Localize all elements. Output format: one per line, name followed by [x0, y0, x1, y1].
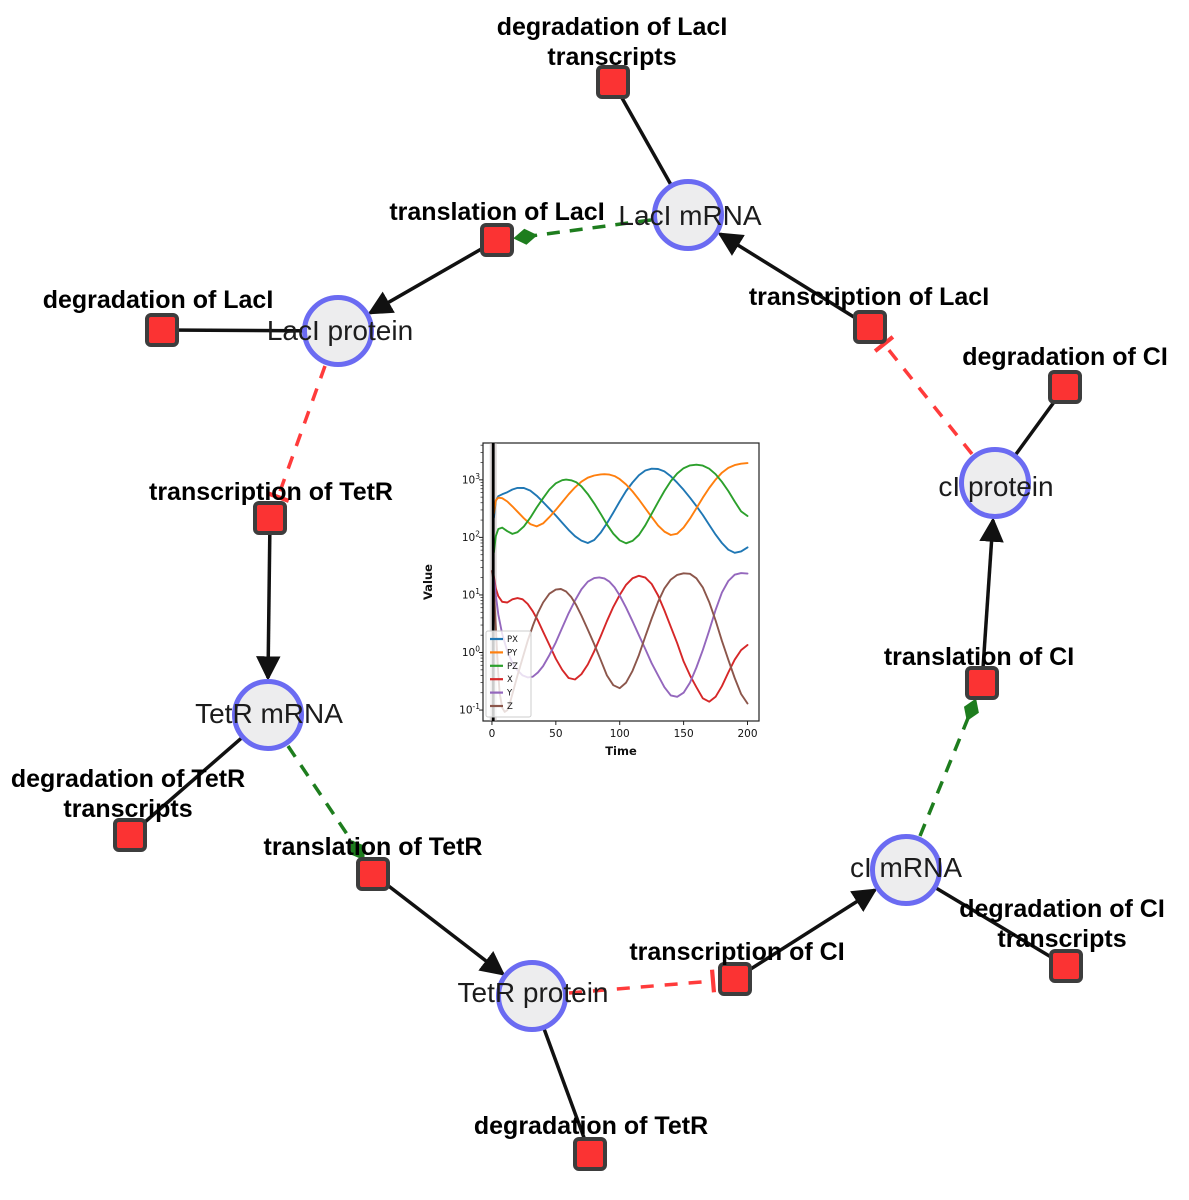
reaction-node-degradation-laci[interactable]	[145, 313, 179, 347]
species-node-tetr-mrna[interactable]	[232, 679, 304, 751]
reaction-label-degradation-tetr-transcripts: degradation of TetR transcripts	[10, 765, 246, 823]
reaction-label-translation-ci: translation of CI	[883, 643, 1075, 671]
legend-label: X	[507, 675, 513, 685]
series-curve-py	[492, 462, 749, 536]
x-axis-label: Time	[605, 744, 637, 758]
reaction-node-degradation-tetr[interactable]	[573, 1137, 607, 1171]
species-label-ci-protein: cI protein	[938, 471, 1054, 502]
edge-translation-tetr-to-tetr-protein	[371, 872, 506, 976]
legend-label: Y	[506, 689, 513, 699]
reaction-label-degradation-laci-transcripts: degradation of LacI transcripts	[496, 13, 728, 71]
reaction-node-degradation-ci-transcripts[interactable]	[1049, 949, 1083, 983]
species-label-tetr-protein: TetR protein	[457, 977, 609, 1008]
series-curve-px	[492, 467, 749, 554]
legend-label: PZ	[507, 662, 518, 672]
y-tick-label: 102	[462, 529, 480, 544]
reaction-label-degradation-ci-transcripts: degradation of CI transcripts	[959, 895, 1165, 953]
reaction-node-transcription-ci[interactable]	[718, 962, 752, 996]
legend-item-px: PX	[490, 635, 518, 645]
reaction-label-degradation-laci: degradation of LacI	[42, 286, 274, 314]
species-label-laci-protein: LacI protein	[266, 315, 414, 346]
reaction-label-translation-laci: translation of LacI	[389, 198, 605, 226]
y-tick-label: 103	[462, 472, 480, 487]
reaction-node-translation-ci[interactable]	[965, 666, 999, 700]
edge-ci-protein-inhibits-transcription-laci	[873, 335, 974, 456]
reaction-node-degradation-ci[interactable]	[1048, 370, 1082, 404]
reaction-node-degradation-laci-transcripts[interactable]	[596, 65, 630, 99]
legend-label: PX	[507, 635, 518, 645]
legend-item-z: Z	[490, 702, 513, 712]
reaction-node-degradation-tetr-transcripts[interactable]	[113, 818, 147, 852]
y-axis-label: Value	[421, 564, 435, 600]
axis-ticks: 0 50 100 150 200 10-1 100 101 102 103	[459, 444, 758, 740]
edge-tetr-protein-inhibits-transcription-ci	[568, 969, 717, 995]
x-tick-label: 150	[674, 728, 694, 740]
legend-label: PY	[507, 648, 518, 658]
species-node-laci-mrna[interactable]	[652, 179, 724, 251]
species-label-laci-mrna: LacI mRNA	[618, 200, 762, 231]
chart-legend: PX PY PZ XYZ	[485, 630, 532, 718]
reaction-label-transcription-ci: transcription of CI	[629, 938, 845, 966]
series-curve-pz	[492, 463, 749, 554]
y-tick-label: 100	[462, 645, 480, 660]
edge-translation-ci-to-ci-protein	[979, 517, 1004, 684]
species-label-ci-mrna: cI mRNA	[850, 852, 962, 883]
x-tick-label: 50	[549, 728, 562, 740]
x-tick-label: 0	[489, 728, 496, 740]
reaction-node-translation-tetr[interactable]	[356, 857, 390, 891]
reaction-label-degradation-ci: degradation of CI	[962, 343, 1168, 371]
reaction-label-transcription-tetr: transcription of TetR	[149, 478, 393, 506]
species-label-tetr-mrna: TetR mRNA	[195, 698, 343, 729]
y-tick-label: 101	[462, 587, 480, 602]
species-node-tetr-protein[interactable]	[496, 960, 568, 1032]
edge-transcription-laci-to-laci-mrna	[717, 232, 871, 329]
x-tick-label: 100	[610, 728, 630, 740]
reaction-node-transcription-tetr[interactable]	[253, 501, 287, 535]
legend-item-y: Y	[490, 689, 513, 699]
edge-translation-laci-to-laci-protein	[367, 238, 498, 315]
timeseries-inset-plot: 0 50 100 150 200 10-1 100 101 102 103 Time Value …	[415, 435, 780, 775]
y-tick-label: 10-1	[459, 702, 480, 717]
x-tick-label: 200	[737, 728, 757, 740]
legend-item-py: PY	[490, 648, 518, 658]
reaction-label-translation-tetr: translation of TetR	[263, 833, 483, 861]
reaction-label-degradation-tetr: degradation of TetR	[473, 1112, 709, 1140]
reaction-label-transcription-laci: transcription of LacI	[748, 283, 990, 311]
reaction-node-translation-laci[interactable]	[480, 223, 514, 257]
edge-ci-mrna-modifies-translation-ci	[918, 698, 979, 837]
series-curve-x	[490, 570, 749, 703]
reaction-node-transcription-laci[interactable]	[853, 310, 887, 344]
edge-transcription-ci-to-ci-mrna	[734, 888, 878, 981]
species-node-laci-protein[interactable]	[302, 295, 374, 367]
legend-item-pz: PZ	[490, 662, 518, 672]
legend-label: Z	[507, 702, 513, 712]
species-node-ci-mrna[interactable]	[870, 834, 942, 906]
species-node-ci-protein[interactable]	[959, 447, 1031, 519]
legend-item-x: X	[490, 675, 513, 685]
edge-transcription-tetr-to-tetr-mrna	[256, 517, 281, 681]
